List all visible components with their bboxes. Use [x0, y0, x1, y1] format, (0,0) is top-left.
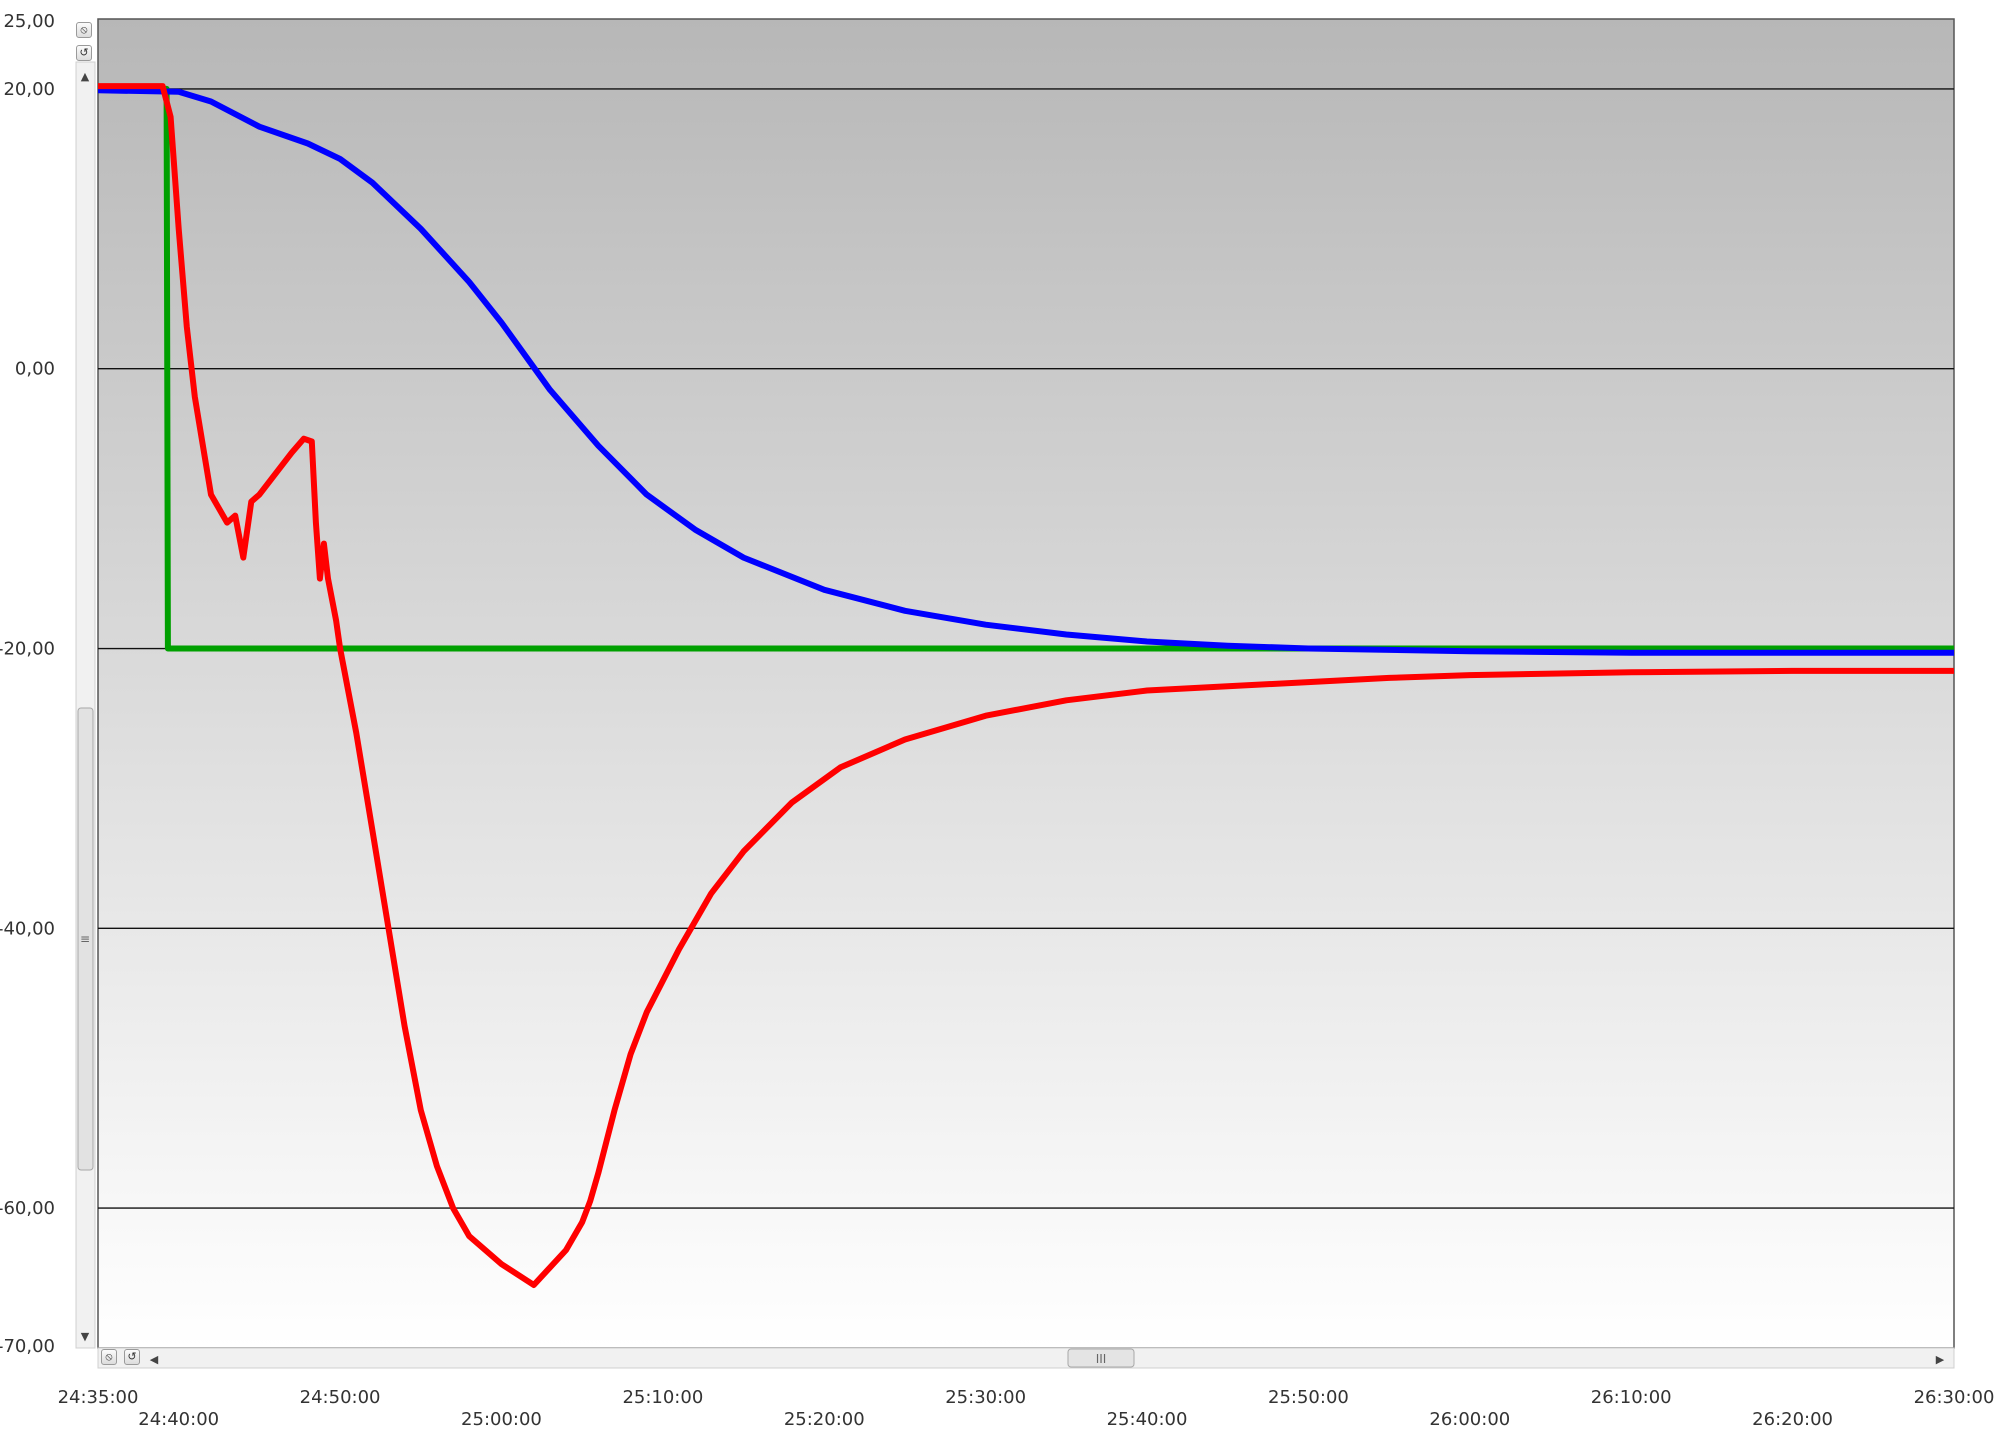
x-tick-label: 25:30:00	[945, 1387, 1026, 1408]
y-zoom-reset-icon[interactable]: ⦸	[76, 22, 92, 38]
x-tick-label: 24:35:00	[58, 1387, 139, 1408]
horizontal-scroll-thumb[interactable]	[1067, 1348, 1135, 1368]
vertical-scrollbar[interactable]: ≡ ▲ ▼	[75, 61, 96, 1349]
x-zoom-undo-icon[interactable]: ↺	[124, 1349, 140, 1365]
x-tick-label: 25:00:00	[461, 1409, 542, 1429]
x-tick-label: 26:30:00	[1914, 1387, 1995, 1408]
scroll-right-arrow-icon[interactable]: ▶	[1936, 1353, 1945, 1366]
vertical-scroll-grip-icon: ≡	[80, 932, 90, 946]
x-zoom-reset-icon[interactable]: ⦸	[101, 1349, 117, 1365]
vertical-scroll-thumb[interactable]	[77, 707, 94, 1171]
x-tick-label: 24:40:00	[138, 1409, 219, 1429]
scroll-down-arrow-icon[interactable]: ▼	[81, 1330, 90, 1343]
scroll-up-arrow-icon[interactable]: ▲	[81, 70, 90, 83]
y-tick-label: -70,00	[0, 1336, 55, 1357]
y-tick-label: 0,00	[15, 359, 55, 380]
y-tick-label: 20,00	[3, 79, 55, 100]
x-tick-label: 25:10:00	[622, 1387, 703, 1408]
horizontal-scroll-grip-icon: III	[1096, 1352, 1107, 1366]
x-tick-label: 26:20:00	[1752, 1409, 1833, 1429]
y-zoom-undo-icon[interactable]: ↺	[76, 45, 92, 61]
y-tick-label: -40,00	[0, 918, 55, 939]
horizontal-scrollbar[interactable]: III ◀ ▶	[97, 1347, 1955, 1369]
x-tick-label: 26:10:00	[1591, 1387, 1672, 1408]
x-tick-label: 26:00:00	[1429, 1409, 1510, 1429]
red-series-line	[98, 83, 1954, 1288]
blue-series-line	[98, 87, 1954, 656]
plot-background	[97, 18, 1955, 1349]
x-tick-label: 24:50:00	[300, 1387, 381, 1408]
x-tick-label: 25:50:00	[1268, 1387, 1349, 1408]
scroll-left-arrow-icon[interactable]: ◀	[150, 1353, 159, 1366]
y-tick-label: -20,00	[0, 639, 55, 660]
x-tick-label: 25:40:00	[1107, 1409, 1188, 1429]
x-tick-label: 25:20:00	[784, 1409, 865, 1429]
y-tick-label: 25,00	[3, 11, 55, 32]
y-tick-label: -60,00	[0, 1198, 55, 1219]
